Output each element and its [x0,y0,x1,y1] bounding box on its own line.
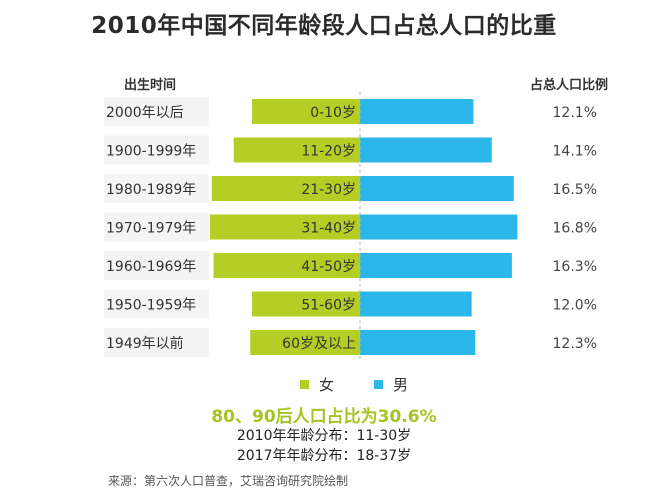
category-label: 1980-1989年 [106,182,196,198]
chart-title: 2010年中国不同年龄段人口占总人口的比重 [91,13,557,39]
row-strip [104,135,209,165]
row-strip [104,251,209,280]
row-strip [104,174,209,203]
male-bar [360,291,472,317]
category-label: 1960-1969年 [106,259,196,275]
birth-time-header: 出生时间 [124,78,177,93]
category-label: 2000年以后 [106,105,184,121]
population-share-header: 占总人口比例 [530,78,609,93]
female-bar [252,291,360,317]
male-bar [360,330,476,355]
legend-female-swatch [300,380,309,389]
female-bar [233,137,360,163]
age-group-label: 11-20岁 [301,144,356,160]
age-group-label: 60岁及以上 [282,336,356,352]
age-group-label: 31-40岁 [301,221,356,237]
female-bar [250,330,360,355]
female-bar [211,176,360,201]
male-bar [360,214,518,240]
highlight-stat: 80、90后人口占比为30.6% [211,407,437,427]
source-note: 来源：第六次人口普查，艾瑞咨询研究院绘制 [108,474,349,488]
legend-male: 男 [374,374,408,395]
share-label: 16.5% [553,182,597,198]
category-label: 1949年以前 [106,335,184,352]
share-label: 16.3% [553,259,597,275]
male-bar [360,176,514,201]
row-strip [104,212,209,242]
pyramid-chart: 2000年以后 0-10岁 12.1% 1900-1999年 11-20岁 14.1% 19… [104,92,597,362]
share-label: 12.0% [553,298,597,314]
share-label: 16.8% [553,221,597,237]
legend-male-label: 男 [393,376,409,394]
age-group-label: 41-50岁 [301,259,356,275]
share-label: 12.1% [553,105,597,121]
age-group-label: 0-10岁 [310,105,356,121]
category-label: 1900-1999年 [106,144,196,160]
male-bar [360,253,512,278]
age-group-label: 51-60岁 [301,298,356,314]
age-group-label: 21-30岁 [301,182,356,198]
female-bar [252,99,360,124]
share-label: 12.3% [553,336,597,352]
note-2017: 2017年年龄分布：18-37岁 [236,448,412,464]
legend-female: 女 [300,374,334,395]
note-2010: 2010年年龄分布：11-30岁 [236,428,412,444]
share-label: 14.1% [553,144,597,160]
category-label: 1950-1959年 [106,298,196,314]
row-strip [104,97,209,126]
male-bar [360,137,492,163]
category-label: 1970-1979年 [106,221,196,237]
row-strip [104,328,209,357]
female-bar [209,214,360,240]
male-bar [360,99,474,124]
row-strip [104,289,209,319]
legend-female-label: 女 [319,376,335,394]
female-bar [213,253,360,278]
legend-male-swatch [374,380,383,389]
